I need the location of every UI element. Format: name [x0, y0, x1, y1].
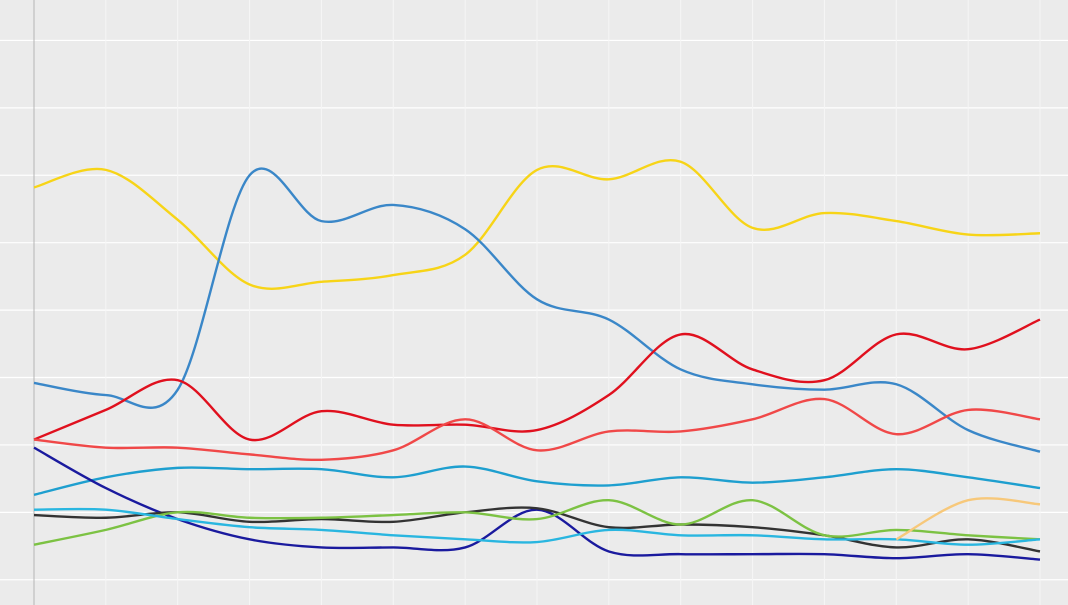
trend-line: [33, 159, 1041, 290]
trend-line: [33, 506, 1041, 553]
trend-line: [33, 507, 1041, 546]
trend-line: [33, 318, 1041, 442]
trend-line: [895, 497, 1041, 541]
trend-line: [33, 446, 1041, 561]
trend-line: [33, 499, 1041, 546]
trend-line: [33, 397, 1041, 462]
trend-line: [33, 167, 1041, 453]
trend-line: [33, 465, 1041, 496]
